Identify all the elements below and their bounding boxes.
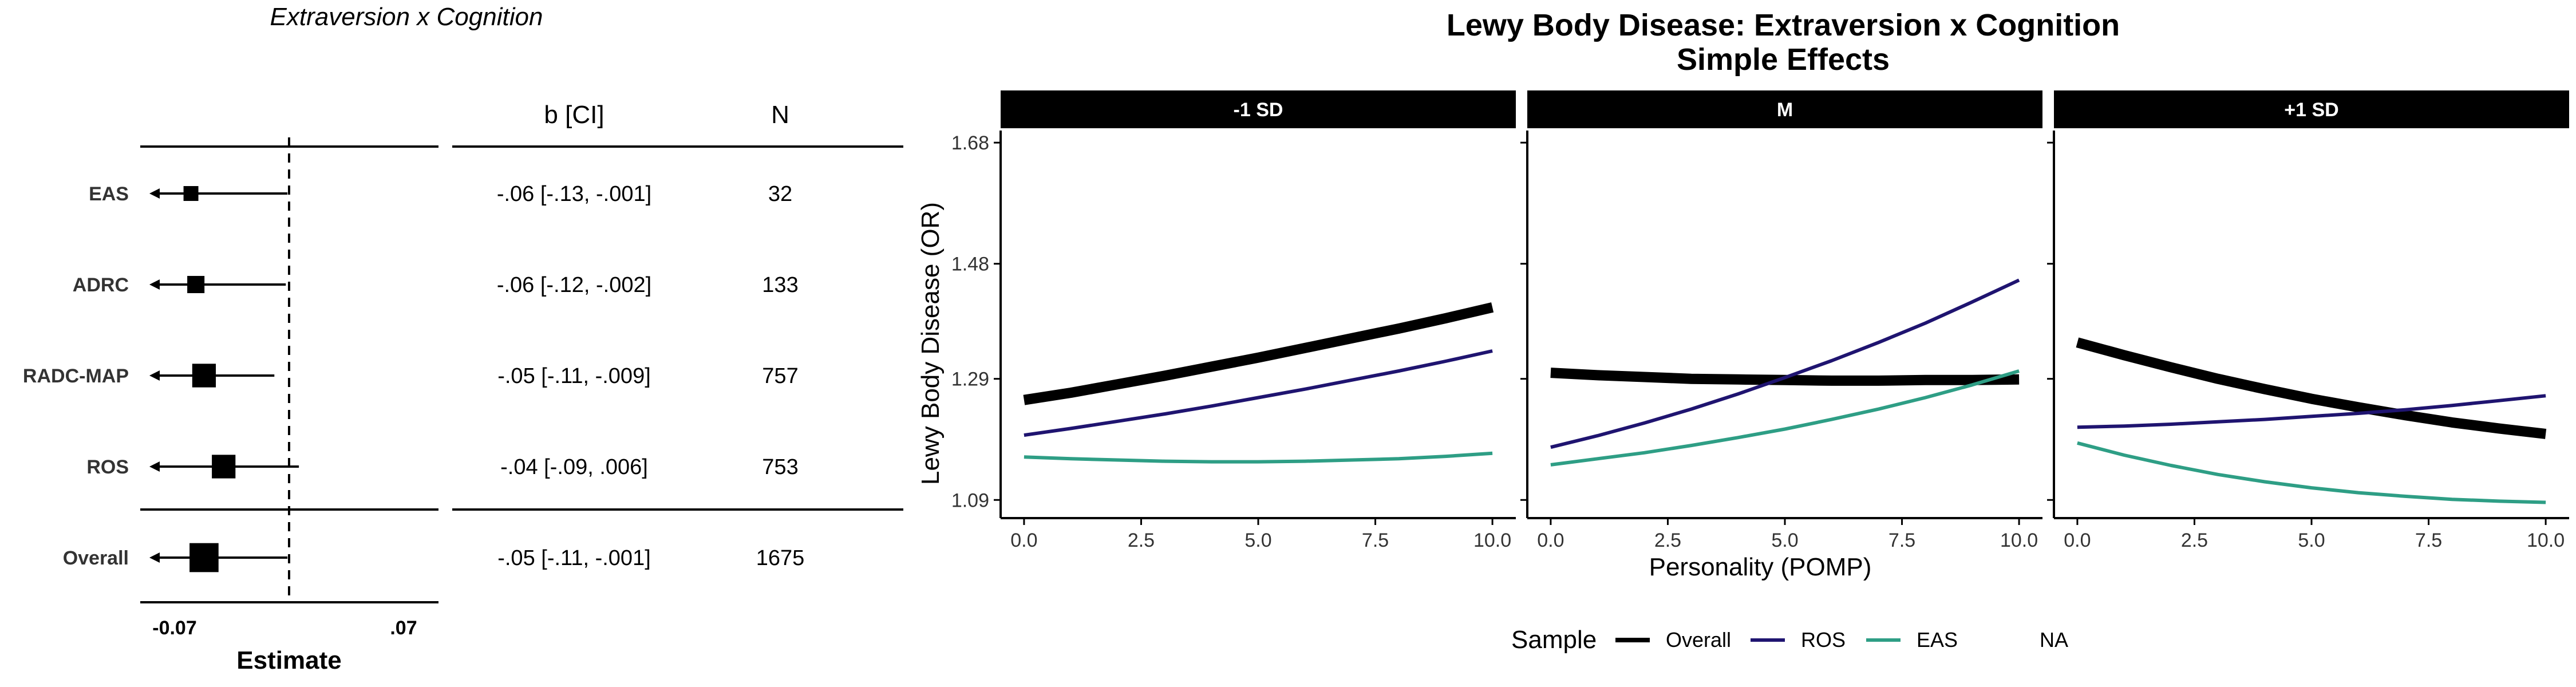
facet-strip <box>1001 90 1516 128</box>
forest-ci-arrow <box>149 370 160 381</box>
forest-n-text: 1675 <box>756 546 805 570</box>
chart-title: Lewy Body Disease: Extraversion x Cognit… <box>1447 8 2120 42</box>
series-line-eas <box>1550 369 2020 467</box>
x-tick-label: 7.5 <box>1362 530 1389 551</box>
series-line-overall <box>2076 337 2547 439</box>
forest-ci-text: -.06 [-.12, -.002] <box>497 273 651 297</box>
forest-ci-text: -.06 [-.13, -.001] <box>497 182 651 206</box>
forest-ci-text: -.04 [-.09, .006] <box>500 455 648 479</box>
series-line-eas <box>2077 441 2546 504</box>
x-axis-label: Personality (POMP) <box>1649 553 1872 581</box>
series-line-overall <box>1023 302 1494 405</box>
y-tick-label: 1.29 <box>951 369 989 390</box>
legend-label: Overall <box>1666 628 1731 652</box>
series-line-ros <box>2077 394 2546 429</box>
y-tick-label: 1.48 <box>951 254 989 275</box>
forest-row-label: EAS <box>89 183 129 205</box>
forest-n-text: 32 <box>768 182 792 206</box>
x-tick-label: 5.0 <box>2298 530 2325 551</box>
x-tick-label: 10.0 <box>2000 530 2038 551</box>
forest-ci-text: -.05 [-.11, -.001] <box>497 546 651 570</box>
forest-row-label: ROS <box>86 456 129 478</box>
forest-row-label: ADRC <box>73 274 129 296</box>
x-tick-label: 10.0 <box>1473 530 1511 551</box>
col-header-b: b [CI] <box>544 101 604 129</box>
chart-subtitle: Simple Effects <box>1677 42 1890 77</box>
forest-n-text: 133 <box>762 273 798 297</box>
facet-strip-label: +1 SD <box>2284 99 2338 121</box>
forest-point-estimate <box>189 543 219 572</box>
forest-ci-arrow <box>149 461 160 472</box>
x-tick-label: 0.0 <box>1537 530 1564 551</box>
forest-point-estimate <box>192 364 216 388</box>
forest-title: Extraversion x Cognition <box>270 3 543 31</box>
x-tick-label: 2.5 <box>1654 530 1681 551</box>
facet-strip <box>1527 90 2042 128</box>
legend-label: EAS <box>1917 628 1958 652</box>
x-tick-label: 7.5 <box>1888 530 1915 551</box>
col-header-n: N <box>771 101 789 129</box>
forest-n-text: 757 <box>762 364 798 388</box>
x-tick-label: 2.5 <box>1128 530 1155 551</box>
x-tick-label: 0.0 <box>1010 530 1037 551</box>
x-tick-label: 0.0 <box>2064 530 2091 551</box>
x-tick-label: 2.5 <box>2181 530 2208 551</box>
facet-strip <box>2054 90 2569 128</box>
forest-point-estimate <box>187 275 205 294</box>
legend-label: NA <box>2040 628 2068 652</box>
forest-n-text: 753 <box>762 455 798 479</box>
series-line-ros <box>1024 349 1493 437</box>
series-line-eas <box>1024 451 1493 464</box>
y-axis-label: Lewy Body Disease (OR) <box>916 202 945 485</box>
forest-tick-left: -0.07 <box>152 617 197 639</box>
forest-point-estimate <box>183 186 199 201</box>
forest-ci-arrow <box>149 188 160 199</box>
x-tick-label: 5.0 <box>1244 530 1271 551</box>
legend: Sample Overall ROS EAS NA <box>1511 626 2068 654</box>
forest-row-label: RADC-MAP <box>23 365 129 387</box>
series-line-ros <box>1550 278 2020 449</box>
x-tick-label: 7.5 <box>2415 530 2442 551</box>
x-tick-label: 5.0 <box>1771 530 1798 551</box>
y-tick-label: 1.09 <box>951 489 989 511</box>
legend-label: ROS <box>1801 628 1846 652</box>
legend-title: Sample <box>1511 626 1597 654</box>
facet-strip-label: -1 SD <box>1234 99 1283 121</box>
forest-tick-right: .07 <box>390 617 417 639</box>
series-line-overall <box>1550 368 2020 386</box>
forest-row-label: Overall <box>63 547 129 569</box>
forest-point-estimate <box>212 455 236 479</box>
forest-ci-arrow <box>149 552 160 563</box>
y-tick-label: 1.68 <box>951 132 989 154</box>
facet-panels: -1 SD 0.0 2.5 5.0 7.5 10.0 1.09 1.29 1.48 1.68 M 0.… <box>951 90 2569 551</box>
facet-strip-label: M <box>1777 99 1793 121</box>
forest-rows: EAS -.06 [-.13, -.001] 32 ADRC -.06 [-.12, -… <box>23 182 804 572</box>
forest-xlabel: Estimate <box>236 646 341 674</box>
x-tick-label: 10.0 <box>2527 530 2565 551</box>
forest-ci-text: -.05 [-.11, -.009] <box>497 364 651 388</box>
forest-plot: Extraversion x Cognition -0.07 .07 Estim… <box>140 3 903 674</box>
forest-ci-arrow <box>149 279 160 290</box>
